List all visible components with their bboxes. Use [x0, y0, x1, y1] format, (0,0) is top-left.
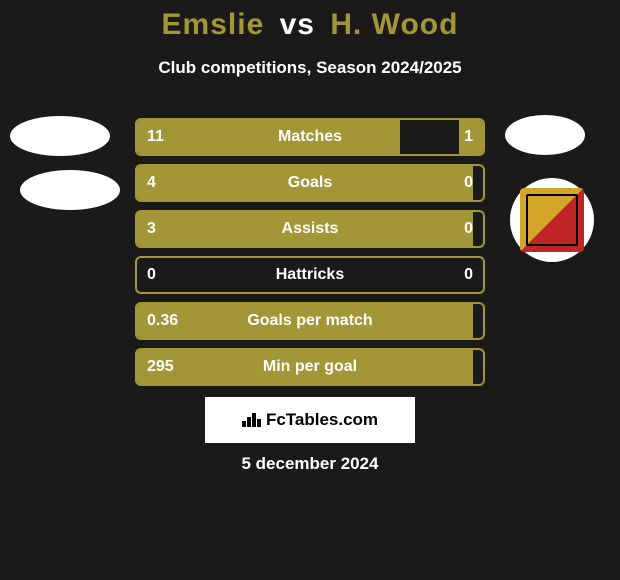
subtitle: Club competitions, Season 2024/2025 [0, 58, 620, 78]
stat-label: Min per goal [137, 358, 483, 376]
stat-right-value: 0 [464, 220, 473, 238]
stat-row: 295Min per goal [135, 348, 485, 386]
comparison-card: Emslie vs H. Wood Club competitions, Sea… [0, 0, 620, 580]
player1-avatar [10, 116, 110, 156]
source-badge: FcTables.com [205, 397, 415, 443]
stat-label: Hattricks [137, 266, 483, 284]
stat-label: Matches [137, 128, 483, 146]
stat-label: Assists [137, 220, 483, 238]
stat-right-value: 1 [464, 128, 473, 146]
stat-row: 3Assists0 [135, 210, 485, 248]
stats-bars: 11Matches14Goals03Assists00Hattricks00.3… [135, 118, 485, 394]
stat-row: 11Matches1 [135, 118, 485, 156]
stat-label: Goals per match [137, 312, 483, 330]
player1-club-badge [20, 170, 120, 210]
player1-name: Emslie [162, 8, 265, 41]
stat-row: 0Hattricks0 [135, 256, 485, 294]
club-crest-icon [520, 188, 584, 252]
stat-right-value: 0 [464, 266, 473, 284]
stat-row: 0.36Goals per match [135, 302, 485, 340]
player2-avatar [505, 115, 585, 155]
player2-club-badge [510, 178, 594, 262]
page-title: Emslie vs H. Wood [0, 0, 620, 42]
stat-row: 4Goals0 [135, 164, 485, 202]
date-label: 5 december 2024 [0, 454, 620, 474]
stat-label: Goals [137, 174, 483, 192]
vs-label: vs [280, 8, 315, 41]
source-label: FcTables.com [266, 410, 378, 430]
chart-icon [242, 413, 260, 427]
player2-name: H. Wood [330, 8, 458, 41]
stat-right-value: 0 [464, 174, 473, 192]
